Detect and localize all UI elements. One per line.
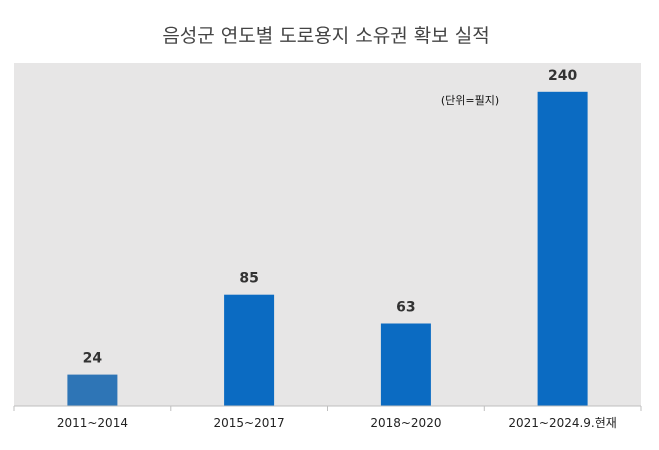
unit-note: (단위=필지) [441,94,499,107]
bar-3 [380,323,431,406]
plot-area [14,63,641,406]
value-label-4: 240 [548,68,577,84]
value-label-2: 85 [239,271,258,287]
bar-4 [537,91,588,407]
chart-title: 음성군 연도별 도로용지 소유권 확보 실적 [162,25,489,47]
x-tick-label-2: 2015~2017 [214,416,285,430]
x-tick-label-4: 2021~2024.9.현재 [508,416,616,430]
value-label-3: 63 [396,300,415,316]
value-label-1: 24 [83,351,103,367]
bar-2 [224,294,275,406]
x-tick-label-3: 2018~2020 [370,416,441,430]
bar-1 [67,374,118,406]
x-tick-label-1: 2011~2014 [57,416,128,430]
